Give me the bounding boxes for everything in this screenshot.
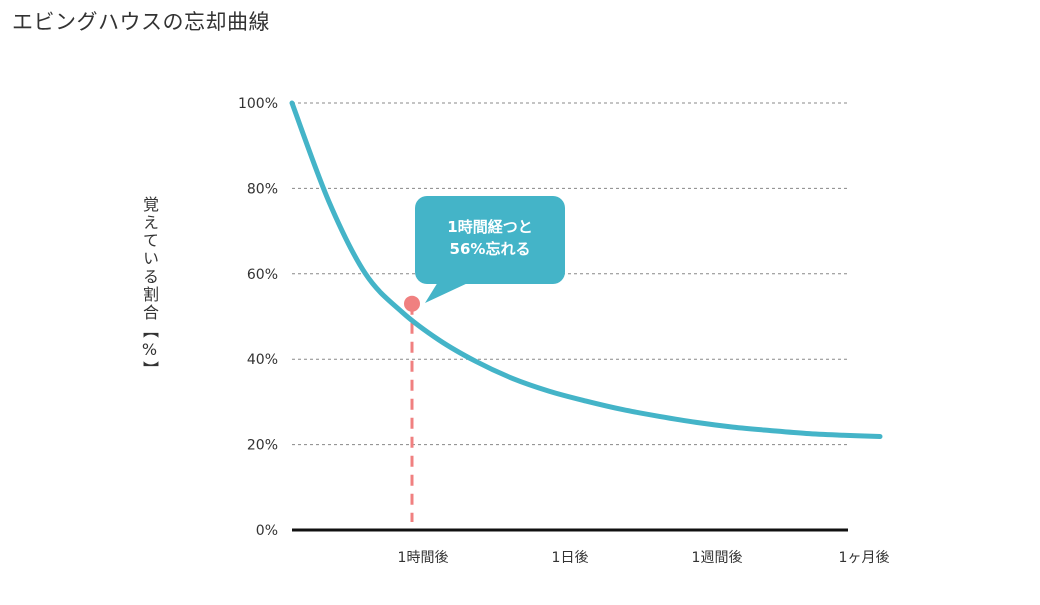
marker-point <box>404 295 420 312</box>
x-tick-label: 1日後 <box>552 550 589 566</box>
point-layer <box>404 282 470 312</box>
y-tick-label: 40% <box>247 352 278 368</box>
y-tick-label: 0% <box>256 523 278 539</box>
callout-line-2: 56%忘れる <box>449 240 531 258</box>
y-axis-title: 覚えている割合【%】 <box>140 196 159 379</box>
x-tick-label: 1週間後 <box>692 550 743 566</box>
page-title: エビングハウスの忘却曲線 <box>12 10 270 34</box>
x-tick-label: 1時間後 <box>398 550 449 566</box>
retention-curve <box>289 100 883 439</box>
callout-bubble: 1時間経つと 56%忘れる <box>415 196 565 284</box>
label-layer: 0% 20% 40% 60% 80% 100% 1時間後 1日後 1週間後 1ヶ月後 <box>238 96 889 566</box>
y-tick-label: 60% <box>247 267 278 283</box>
x-tick-label: 1ヶ月後 <box>839 550 890 566</box>
y-tick-label: 80% <box>247 181 278 197</box>
y-tick-label: 100% <box>238 96 278 112</box>
curve-layer <box>289 100 883 439</box>
y-tick-label: 20% <box>247 438 278 454</box>
callout-line-1: 1時間経つと <box>447 218 533 236</box>
callout-tail <box>425 282 470 303</box>
grid-layer <box>292 102 848 532</box>
